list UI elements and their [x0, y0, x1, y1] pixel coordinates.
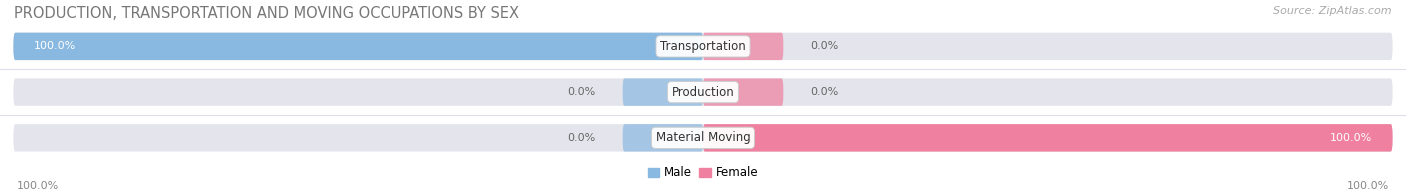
- Text: 0.0%: 0.0%: [810, 41, 838, 51]
- Text: 100.0%: 100.0%: [34, 41, 76, 51]
- FancyBboxPatch shape: [14, 78, 1392, 106]
- Text: 100.0%: 100.0%: [1347, 181, 1389, 191]
- Text: 0.0%: 0.0%: [568, 133, 596, 143]
- Text: Material Moving: Material Moving: [655, 131, 751, 144]
- FancyBboxPatch shape: [703, 78, 783, 106]
- Text: PRODUCTION, TRANSPORTATION AND MOVING OCCUPATIONS BY SEX: PRODUCTION, TRANSPORTATION AND MOVING OC…: [14, 6, 519, 21]
- Text: 0.0%: 0.0%: [568, 87, 596, 97]
- Text: 100.0%: 100.0%: [1330, 133, 1372, 143]
- Text: Source: ZipAtlas.com: Source: ZipAtlas.com: [1274, 6, 1392, 16]
- FancyBboxPatch shape: [703, 124, 1392, 152]
- FancyBboxPatch shape: [623, 78, 703, 106]
- FancyBboxPatch shape: [703, 33, 783, 60]
- Text: 0.0%: 0.0%: [810, 87, 838, 97]
- Legend: Male, Female: Male, Female: [643, 162, 763, 184]
- FancyBboxPatch shape: [14, 33, 1392, 60]
- FancyBboxPatch shape: [14, 33, 703, 60]
- Text: 100.0%: 100.0%: [17, 181, 59, 191]
- Text: Transportation: Transportation: [661, 40, 745, 53]
- FancyBboxPatch shape: [623, 124, 703, 152]
- Text: Production: Production: [672, 86, 734, 99]
- FancyBboxPatch shape: [14, 124, 1392, 152]
